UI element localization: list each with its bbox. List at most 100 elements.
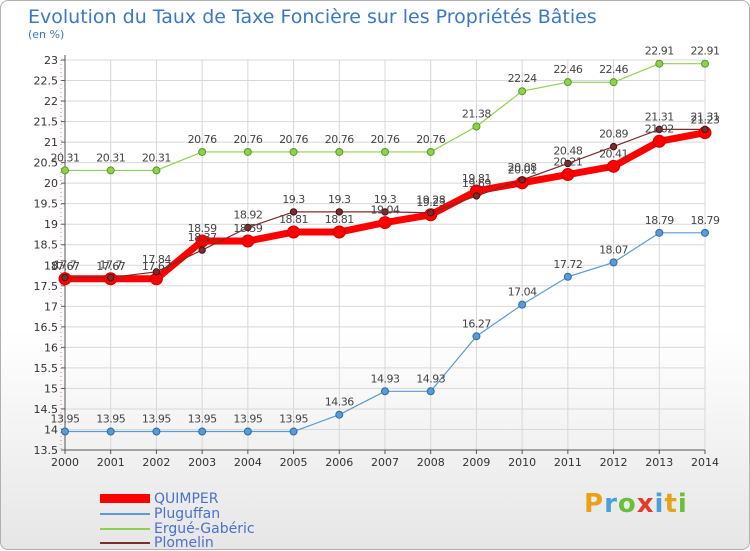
data-label-quimper: 18.59	[233, 222, 262, 235]
y-tick-label: 18	[44, 259, 58, 272]
data-point-quimper	[652, 134, 666, 148]
data-point-ergue-gaberic	[243, 147, 252, 156]
data-label-plomelin: 17.7	[99, 259, 122, 272]
data-point-plomelin	[107, 273, 115, 282]
data-point-pluguffan	[289, 427, 298, 436]
data-label-quimper: 20.41	[599, 147, 628, 160]
legend-swatch	[100, 494, 150, 503]
data-label-pluguffan: 18.07	[599, 243, 628, 256]
data-point-ergue-gaberic	[335, 147, 344, 156]
data-point-plomelin	[152, 268, 161, 276]
data-point-pluguffan	[563, 272, 572, 281]
data-label-pluguffan: 14.93	[371, 372, 400, 385]
y-tick-label: 20.5	[34, 157, 59, 170]
data-point-ergue-gaberic	[381, 147, 389, 156]
data-label-ergue-gaberic: 20.76	[279, 133, 308, 146]
data-label-ergue-gaberic: 20.31	[142, 151, 171, 164]
data-point-pluguffan	[335, 410, 344, 419]
data-label-pluguffan: 17.04	[508, 286, 537, 299]
data-label-plomelin: 19.3	[282, 193, 305, 206]
data-point-ergue-gaberic	[289, 147, 298, 156]
y-tick-label: 15.5	[34, 362, 59, 375]
x-tick-label: 2007	[371, 456, 399, 469]
proxiti-logo: Proxiti	[584, 489, 688, 519]
data-point-pluguffan	[198, 427, 207, 436]
legend-swatch	[100, 527, 150, 530]
data-point-plomelin	[427, 209, 435, 217]
data-label-plomelin: 19.3	[374, 193, 397, 206]
data-label-quimper: 17.67	[96, 260, 125, 273]
data-point-plomelin	[701, 125, 709, 134]
x-tick-label: 2012	[600, 456, 628, 469]
logo-letter: i	[654, 489, 665, 519]
data-label-plomelin: 18.37	[188, 231, 217, 244]
data-label-ergue-gaberic: 22.91	[645, 45, 674, 58]
legend-swatch	[100, 541, 150, 544]
data-point-pluguffan	[655, 228, 664, 237]
data-label-ergue-gaberic: 20.76	[371, 133, 400, 146]
data-label-quimper: 18.81	[279, 213, 308, 226]
data-label-quimper: 19.23	[416, 196, 445, 209]
data-label-quimper: 19.81	[462, 172, 491, 185]
chart-title: Evolution du Taux de Taxe Foncière sur l…	[28, 6, 597, 28]
data-label-ergue-gaberic: 21.38	[462, 108, 491, 121]
data-point-pluguffan	[518, 300, 527, 309]
data-label-pluguffan: 13.95	[188, 413, 217, 426]
data-label-ergue-gaberic: 22.24	[508, 72, 537, 85]
data-label-plomelin: 20.89	[599, 128, 628, 141]
data-label-plomelin: 21.31	[691, 110, 720, 123]
data-point-ergue-gaberic	[609, 78, 618, 87]
data-label-quimper: 17.67	[51, 260, 80, 273]
data-label-pluguffan: 14.36	[325, 396, 354, 409]
data-label-plomelin: 20.48	[553, 144, 582, 157]
data-label-pluguffan: 17.72	[553, 258, 582, 271]
data-label-pluguffan: 16.27	[462, 317, 491, 330]
data-label-quimper: 20.21	[553, 156, 582, 169]
data-point-ergue-gaberic	[198, 147, 207, 156]
legend-item: Pluguffan	[100, 506, 220, 522]
legend-item: QUIMPER	[100, 490, 219, 507]
data-label-pluguffan: 14.93	[416, 372, 445, 385]
logo-letter: r	[604, 489, 618, 519]
y-tick-label: 17	[44, 300, 58, 313]
legend-label: Ergué-Gabéric	[154, 520, 255, 537]
series-points	[58, 59, 712, 436]
legend-label: Plomelin	[154, 534, 214, 551]
logo-letter: t	[664, 489, 678, 519]
x-tick-label: 2005	[280, 456, 308, 469]
x-tick-label: 2004	[234, 456, 262, 469]
data-label-pluguffan: 13.95	[279, 413, 308, 426]
data-label-plomelin: 19.69	[462, 177, 491, 190]
data-label-pluguffan: 18.79	[691, 214, 720, 227]
data-point-ergue-gaberic	[426, 147, 435, 156]
data-point-ergue-gaberic	[701, 59, 709, 68]
data-point-plomelin	[655, 125, 663, 134]
y-tick-label: 14	[44, 423, 58, 436]
data-point-ergue-gaberic	[518, 87, 527, 96]
legend-swatch	[100, 512, 150, 515]
data-point-pluguffan	[152, 427, 161, 436]
data-label-plomelin: 18.92	[233, 208, 262, 221]
legend-label: QUIMPER	[154, 490, 219, 507]
legend-item: Plomelin	[100, 534, 214, 551]
y-tick-label: 19.5	[34, 198, 59, 211]
data-label-quimper: 21.02	[645, 122, 674, 135]
y-tick-label: 22.5	[34, 75, 59, 88]
x-tick-label: 2006	[325, 456, 353, 469]
data-label-pluguffan: 18.79	[645, 214, 674, 227]
y-tick-label: 15	[44, 382, 58, 395]
data-label-quimper: 20.01	[508, 164, 537, 177]
data-label-quimper: 21.23	[691, 114, 720, 127]
x-tick-label: 2008	[417, 456, 445, 469]
logo-letter: x	[636, 489, 655, 519]
data-label-ergue-gaberic: 20.76	[188, 133, 217, 146]
data-point-ergue-gaberic	[106, 166, 115, 175]
data-point-pluguffan	[426, 387, 435, 396]
data-label-quimper: 18.59	[188, 222, 217, 235]
data-label-ergue-gaberic: 20.31	[96, 151, 125, 164]
data-label-plomelin: 17.7	[54, 259, 77, 272]
data-point-plomelin	[564, 159, 572, 168]
y-tick-label: 21	[44, 136, 58, 149]
y-tick-label: 16.5	[34, 321, 59, 334]
